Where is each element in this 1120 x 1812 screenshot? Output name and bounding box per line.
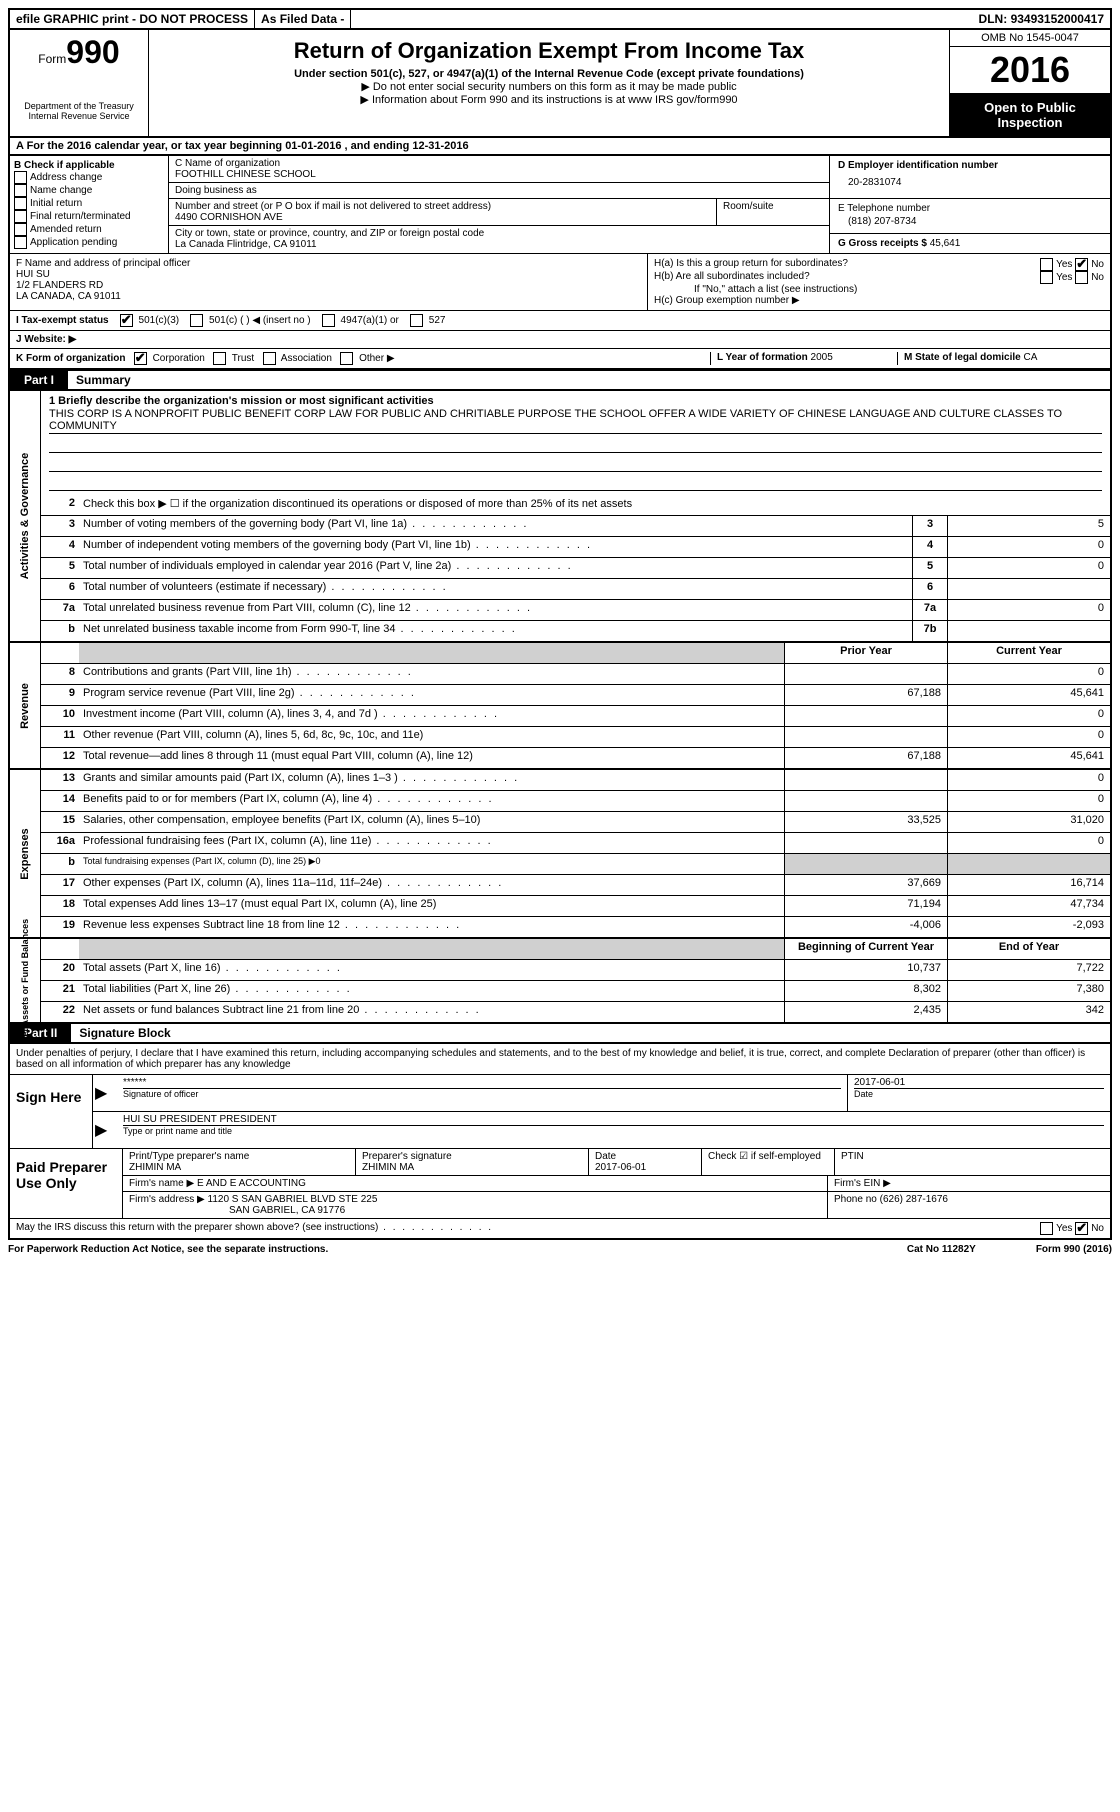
- signature-block: Under penalties of perjury, I declare th…: [8, 1044, 1112, 1240]
- col-b-checkboxes: B Check if applicable Address change Nam…: [10, 156, 169, 253]
- arrow-icon: ▶: [93, 1075, 117, 1111]
- revenue-section: Revenue Prior YearCurrent Year 8Contribu…: [8, 643, 1112, 770]
- group-return: H(a) Is this a group return for subordin…: [648, 254, 1110, 310]
- vlabel-expenses: Expenses: [19, 828, 31, 879]
- entity-info-grid: B Check if applicable Address change Nam…: [8, 156, 1112, 254]
- cb-527[interactable]: [410, 314, 423, 327]
- cb-address-change[interactable]: [14, 171, 27, 184]
- line-11: 11Other revenue (Part VIII, column (A), …: [41, 727, 1110, 748]
- line-8: 8Contributions and grants (Part VIII, li…: [41, 664, 1110, 685]
- part1-header: Part I Summary: [8, 370, 1112, 391]
- line-7b: bNet unrelated business taxable income f…: [41, 621, 1110, 641]
- line-7a: 7aTotal unrelated business revenue from …: [41, 600, 1110, 621]
- principal-officer: F Name and address of principal officer …: [10, 254, 648, 310]
- line-16a: 16aProfessional fundraising fees (Part I…: [41, 833, 1110, 854]
- address-row: Number and street (or P O box if mail is…: [169, 199, 829, 226]
- cb-amended[interactable]: [14, 223, 27, 236]
- dba-row: Doing business as: [169, 183, 829, 199]
- org-name-row: C Name of organization FOOTHILL CHINESE …: [169, 156, 829, 183]
- cb-name-change[interactable]: [14, 184, 27, 197]
- line-19: 19Revenue less expenses Subtract line 18…: [41, 917, 1110, 937]
- efile-notice: efile GRAPHIC print - DO NOT PROCESS: [10, 10, 255, 28]
- cb-discuss-no[interactable]: [1075, 1222, 1088, 1235]
- row-klm: K Form of organization Corporation Trust…: [8, 349, 1112, 370]
- perjury-statement: Under penalties of perjury, I declare th…: [10, 1044, 1110, 1075]
- irs: Internal Revenue Service: [14, 111, 144, 121]
- line-18: 18Total expenses Add lines 13–17 (must e…: [41, 896, 1110, 917]
- dln: DLN: 93493152000417: [973, 10, 1110, 28]
- top-bar: efile GRAPHIC print - DO NOT PROCESS As …: [8, 8, 1112, 30]
- cb-app-pending[interactable]: [14, 236, 27, 249]
- form-title: Return of Organization Exempt From Incom…: [159, 38, 939, 64]
- cb-4947[interactable]: [322, 314, 335, 327]
- tax-exempt-status: I Tax-exempt status 501(c)(3) 501(c) ( )…: [8, 311, 1112, 331]
- line-6: 6Total number of volunteers (estimate if…: [41, 579, 1110, 600]
- form-subtitle: Under section 501(c), 527, or 4947(a)(1)…: [159, 68, 939, 80]
- cb-hb-yes[interactable]: [1040, 271, 1053, 284]
- line-22: 22Net assets or fund balances Subtract l…: [41, 1002, 1110, 1022]
- net-header: Beginning of Current YearEnd of Year: [41, 939, 1110, 960]
- discuss-row: May the IRS discuss this return with the…: [10, 1219, 1110, 1238]
- line-9: 9Program service revenue (Part VIII, lin…: [41, 685, 1110, 706]
- cb-501c3[interactable]: [120, 314, 133, 327]
- vlabel-net-assets: Net Assets or Fund Balances: [20, 918, 30, 1042]
- form-header: Form990 Department of the Treasury Inter…: [8, 30, 1112, 138]
- cb-501c[interactable]: [190, 314, 203, 327]
- ein-row: D Employer identification number 20-2831…: [830, 156, 1110, 199]
- line-13: 13Grants and similar amounts paid (Part …: [41, 770, 1110, 791]
- line-21: 21Total liabilities (Part X, line 26)8,3…: [41, 981, 1110, 1002]
- line-12: 12Total revenue—add lines 8 through 11 (…: [41, 748, 1110, 768]
- cb-other[interactable]: [340, 352, 353, 365]
- form-number: Form990: [14, 34, 144, 71]
- cb-ha-no[interactable]: [1075, 258, 1088, 271]
- part2-header: Part II Signature Block: [8, 1024, 1112, 1044]
- note-info: ▶ Information about Form 990 and its ins…: [159, 93, 939, 106]
- cb-discuss-yes[interactable]: [1040, 1222, 1053, 1235]
- line-20: 20Total assets (Part X, line 16)10,7377,…: [41, 960, 1110, 981]
- arrow-icon: ▶: [93, 1112, 117, 1148]
- vlabel-revenue: Revenue: [19, 683, 31, 729]
- sign-here-label: Sign Here: [10, 1075, 93, 1148]
- open-inspection: Open to Public Inspection: [950, 94, 1110, 136]
- website-row: J Website: ▶: [8, 331, 1112, 349]
- cb-ha-yes[interactable]: [1040, 258, 1053, 271]
- row-a-period: A For the 2016 calendar year, or tax yea…: [8, 138, 1112, 156]
- line-15: 15Salaries, other compensation, employee…: [41, 812, 1110, 833]
- omb-number: OMB No 1545-0047: [950, 30, 1110, 47]
- paid-preparer-label: Paid Preparer Use Only: [10, 1149, 122, 1218]
- vlabel-governance: Activities & Governance: [19, 453, 31, 580]
- dept-treasury: Department of the Treasury: [14, 101, 144, 111]
- cb-assoc[interactable]: [263, 352, 276, 365]
- line-16b: bTotal fundraising expenses (Part IX, co…: [41, 854, 1110, 875]
- city-row: City or town, state or province, country…: [169, 226, 829, 252]
- as-filed: As Filed Data -: [255, 10, 351, 28]
- telephone-row: E Telephone number (818) 207-8734: [830, 199, 1110, 234]
- cb-final-return[interactable]: [14, 210, 27, 223]
- mission: 1 Briefly describe the organization's mi…: [41, 391, 1110, 495]
- line-2: 2Check this box ▶ ☐ if the organization …: [41, 495, 1110, 516]
- line-17: 17Other expenses (Part IX, column (A), l…: [41, 875, 1110, 896]
- gross-receipts-row: G Gross receipts $ 45,641: [830, 234, 1110, 253]
- irs-link[interactable]: www IRS gov/form990: [628, 94, 737, 106]
- expenses-section: Expenses 13Grants and similar amounts pa…: [8, 770, 1112, 939]
- tax-year: 2016: [950, 47, 1110, 94]
- note-ssn: ▶ Do not enter social security numbers o…: [159, 80, 939, 93]
- section-fh: F Name and address of principal officer …: [8, 254, 1112, 311]
- page-footer: For Paperwork Reduction Act Notice, see …: [8, 1240, 1112, 1259]
- cb-corp[interactable]: [134, 352, 147, 365]
- line-5: 5Total number of individuals employed in…: [41, 558, 1110, 579]
- line-3: 3Number of voting members of the governi…: [41, 516, 1110, 537]
- cb-initial-return[interactable]: [14, 197, 27, 210]
- line-4: 4Number of independent voting members of…: [41, 537, 1110, 558]
- activities-governance: Activities & Governance 1 Briefly descri…: [8, 391, 1112, 643]
- line-14: 14Benefits paid to or for members (Part …: [41, 791, 1110, 812]
- cb-trust[interactable]: [213, 352, 226, 365]
- line-10: 10Investment income (Part VIII, column (…: [41, 706, 1110, 727]
- rev-header: Prior YearCurrent Year: [41, 643, 1110, 664]
- cb-hb-no[interactable]: [1075, 271, 1088, 284]
- net-assets-section: Net Assets or Fund Balances Beginning of…: [8, 939, 1112, 1024]
